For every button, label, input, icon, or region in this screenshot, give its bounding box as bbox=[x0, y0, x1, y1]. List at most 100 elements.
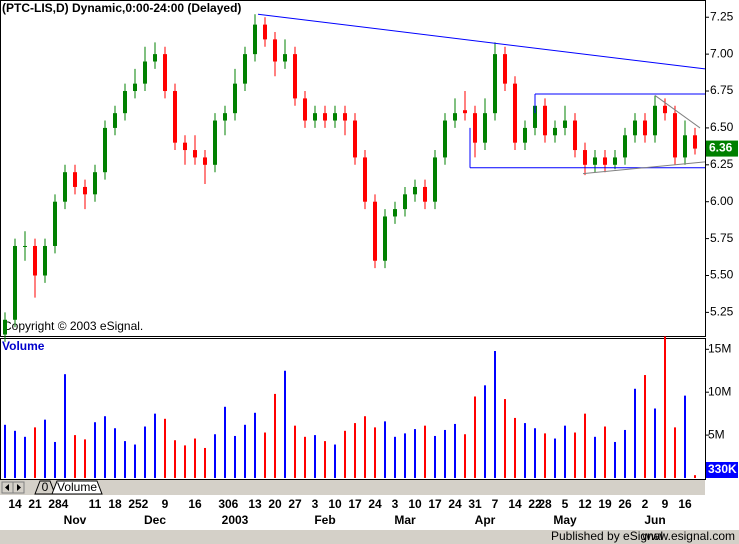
x-tick-label: 17 bbox=[428, 497, 442, 511]
x-tick-label: 11 bbox=[89, 497, 102, 511]
volume-bar bbox=[44, 419, 46, 478]
tab-volume[interactable] bbox=[51, 480, 103, 495]
volume-bar bbox=[264, 432, 266, 478]
candle-body bbox=[483, 113, 487, 143]
tab-bar bbox=[0, 480, 705, 495]
volume-bar bbox=[224, 406, 226, 478]
candle-body bbox=[123, 91, 127, 114]
month-label: Dec bbox=[144, 513, 166, 527]
candle-body bbox=[613, 157, 617, 165]
volume-bar bbox=[154, 413, 156, 478]
candle-body bbox=[43, 245, 47, 276]
tab-0[interactable] bbox=[34, 480, 56, 495]
volume-bar bbox=[484, 385, 486, 478]
y-tick-label: 7.25 bbox=[710, 9, 734, 23]
candle-body bbox=[683, 135, 687, 158]
last-price-box bbox=[706, 140, 738, 157]
candle-body bbox=[183, 142, 187, 151]
candle-body bbox=[383, 216, 387, 261]
volume-bar bbox=[644, 375, 646, 478]
month-label: Apr bbox=[475, 513, 496, 527]
candle-body bbox=[603, 157, 607, 165]
volume-bar bbox=[504, 399, 506, 478]
volume-bar bbox=[534, 428, 536, 478]
y-tick-label: 7.00 bbox=[710, 46, 734, 60]
volume-tick-label: 10M bbox=[708, 384, 731, 398]
candle-body bbox=[663, 105, 667, 114]
volume-bar bbox=[244, 424, 246, 478]
volume-bar bbox=[654, 408, 656, 478]
x-tick-label: 28 bbox=[48, 497, 62, 511]
volume-bar bbox=[544, 433, 546, 478]
x-tick-label: 10 bbox=[328, 497, 342, 511]
y-tick-label: 6.25 bbox=[710, 157, 734, 171]
volume-bar bbox=[404, 433, 406, 478]
volume-bar bbox=[554, 438, 556, 478]
candle-body bbox=[583, 150, 587, 165]
y-tick-label: 6.50 bbox=[710, 120, 734, 134]
x-tick-label: 16 bbox=[678, 497, 692, 511]
candle-body bbox=[433, 157, 437, 202]
volume-bar bbox=[334, 444, 336, 478]
x-tick-label: 22 bbox=[528, 497, 542, 511]
footer-right: www.esignal.com bbox=[641, 529, 735, 543]
volume-bar bbox=[374, 427, 376, 478]
volume-bar bbox=[664, 336, 666, 478]
volume-bar bbox=[174, 440, 176, 478]
x-tick-label: 5 bbox=[562, 497, 569, 511]
x-tick-label: 25 bbox=[128, 497, 142, 511]
x-tick-label: 3 bbox=[312, 497, 319, 511]
month-label: 2003 bbox=[222, 513, 249, 527]
candle-body bbox=[23, 245, 27, 247]
candle-body bbox=[193, 150, 197, 158]
candle-body bbox=[273, 39, 277, 62]
candle-body bbox=[13, 245, 17, 320]
candle-body bbox=[213, 120, 217, 165]
volume-bar bbox=[114, 428, 116, 478]
x-tick-label: 2 bbox=[642, 497, 649, 511]
volume-bar bbox=[694, 475, 696, 478]
volume-bar bbox=[164, 418, 166, 478]
candle-body bbox=[313, 113, 317, 121]
trendline bbox=[654, 95, 701, 129]
candle-body bbox=[413, 186, 417, 195]
month-label: Nov bbox=[64, 513, 87, 527]
volume-bar bbox=[604, 426, 606, 478]
candle-body bbox=[283, 54, 287, 62]
volume-bar bbox=[424, 425, 426, 478]
candle-body bbox=[343, 113, 347, 121]
candle-body bbox=[623, 135, 627, 158]
x-tick-label: 13 bbox=[248, 497, 262, 511]
footer bbox=[0, 530, 739, 544]
x-tick-label: 9 bbox=[662, 497, 669, 511]
volume-bar bbox=[194, 438, 196, 478]
candle-body bbox=[543, 105, 547, 136]
candle-body bbox=[303, 98, 307, 121]
x-tick-label: 20 bbox=[268, 497, 282, 511]
trendline bbox=[582, 161, 706, 175]
candle-body bbox=[463, 110, 467, 114]
volume-title: Volume bbox=[2, 339, 45, 353]
volume-bar bbox=[14, 430, 16, 478]
volume-bar bbox=[494, 351, 496, 478]
x-tick-label: 28 bbox=[538, 497, 552, 511]
volume-panel bbox=[0, 338, 706, 480]
x-tick-label: 9 bbox=[162, 497, 169, 511]
x-tick-label: 19 bbox=[598, 497, 612, 511]
x-tick-label: 24 bbox=[368, 497, 382, 511]
candle-body bbox=[473, 113, 477, 143]
x-tick-label: 14 bbox=[508, 497, 522, 511]
x-tick-label: 10 bbox=[408, 497, 422, 511]
candle-body bbox=[263, 24, 267, 40]
volume-bar bbox=[34, 427, 36, 478]
volume-bar bbox=[524, 423, 526, 478]
volume-bar bbox=[434, 435, 436, 478]
volume-bar bbox=[624, 429, 626, 478]
month-label: Feb bbox=[314, 513, 335, 527]
candle-body bbox=[33, 245, 37, 276]
candle-body bbox=[143, 61, 147, 84]
volume-bar bbox=[634, 388, 636, 478]
candle-body bbox=[243, 54, 247, 84]
last-volume-box bbox=[706, 462, 738, 478]
volume-bar bbox=[454, 423, 456, 478]
